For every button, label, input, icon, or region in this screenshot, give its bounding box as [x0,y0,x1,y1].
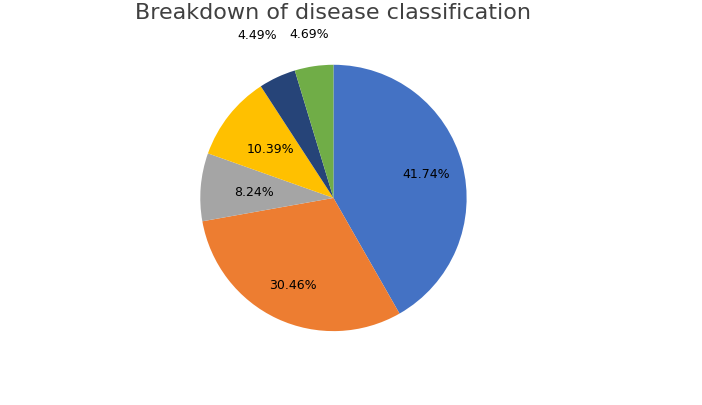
Wedge shape [200,154,333,222]
Title: Breakdown of disease classification: Breakdown of disease classification [135,2,531,23]
Text: 30.46%: 30.46% [269,279,317,292]
Text: 4.49%: 4.49% [238,29,277,42]
Wedge shape [333,66,467,314]
Wedge shape [202,198,399,331]
Text: 41.74%: 41.74% [402,167,450,180]
Text: 4.69%: 4.69% [289,28,329,40]
Text: 10.39%: 10.39% [247,143,295,156]
Wedge shape [208,87,333,198]
Wedge shape [261,71,333,198]
Wedge shape [295,66,333,198]
Text: 8.24%: 8.24% [234,185,274,198]
